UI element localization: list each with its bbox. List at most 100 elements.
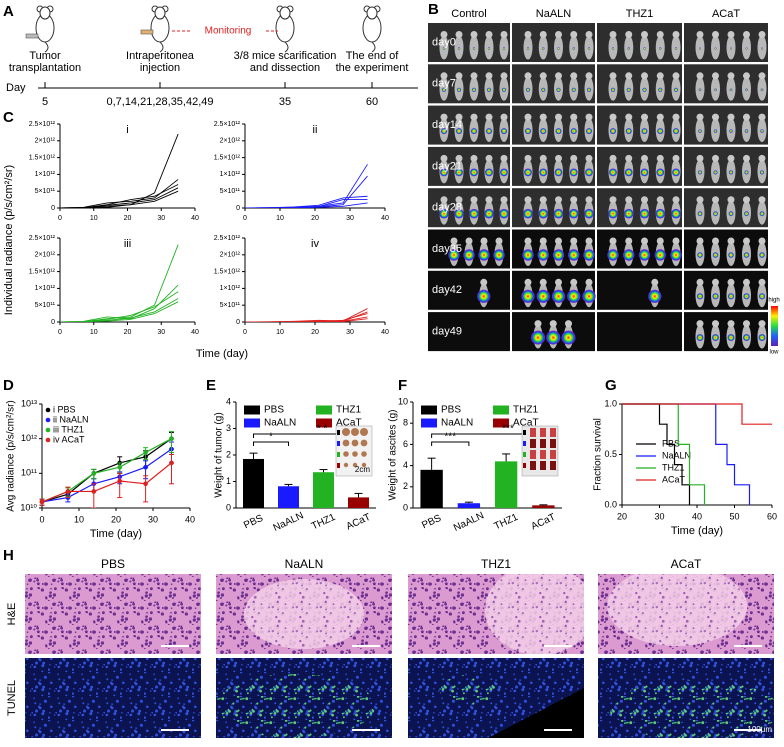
inset-tumor (343, 451, 349, 457)
legend-marker (45, 437, 51, 443)
mouse-icon (275, 5, 295, 53)
mouse-tail (44, 41, 49, 53)
bioluminescence (712, 334, 719, 342)
x-tick-label: 0 (243, 215, 247, 222)
mouse-image-head (455, 31, 463, 38)
bioluminescence (697, 252, 703, 258)
bioluminescence (556, 87, 561, 92)
mouse-image-head (465, 237, 473, 245)
y-tick-label: 1 (226, 476, 231, 486)
bioluminescence (623, 249, 635, 261)
bioluminescence (640, 168, 649, 177)
inset-tube (530, 428, 536, 437)
bioluminescence (493, 249, 505, 261)
bioluminescence (585, 168, 593, 177)
inset-tumor (361, 462, 367, 468)
bioluminescence (713, 129, 718, 133)
error-bar (169, 431, 174, 453)
inset-tube (550, 450, 556, 459)
bioluminescence (672, 168, 680, 177)
bioluminescence (696, 334, 704, 342)
mouse-image-head (485, 196, 493, 204)
subplot-label: iii (124, 238, 131, 250)
mouse-image-head (727, 154, 735, 162)
legend-label: PBS (441, 405, 461, 416)
x-tick-label: 30 (148, 514, 158, 524)
bioluminescence (743, 334, 750, 342)
subplot-label: ii (313, 124, 318, 136)
bioluminescence (641, 128, 648, 135)
bioluminescence (608, 208, 618, 219)
row-label: day7 (432, 78, 456, 90)
bioluminescence (638, 249, 651, 261)
legend-marker (45, 407, 51, 413)
x-tick-label: 20 (311, 329, 319, 336)
point (169, 436, 174, 441)
x-tick-label: 30 (654, 511, 664, 521)
mouse-image-head (656, 237, 664, 245)
bioluminescence (758, 334, 766, 342)
point (143, 464, 148, 470)
bioluminescence (609, 168, 617, 177)
mouse-image-head (712, 320, 719, 328)
series-line (244, 164, 368, 208)
bioluminescence (610, 128, 616, 135)
mouse-image-head (455, 196, 463, 204)
inset-tube (540, 461, 546, 470)
bioluminescence (448, 249, 460, 261)
bioluminescence (502, 47, 506, 50)
mouse-image-head (672, 237, 680, 245)
bioluminescence (657, 128, 664, 135)
necrotic-area (244, 579, 364, 649)
mouse-image-head (656, 113, 664, 121)
mouse-image-head (641, 72, 648, 80)
y-tick-label: 2.5×10¹² (214, 235, 241, 242)
x-tick-label: 20 (311, 215, 319, 222)
bioluminescence (727, 293, 735, 300)
panel-label: E (206, 377, 216, 394)
bioluminescence (570, 128, 577, 135)
bioluminescence (536, 289, 550, 303)
x-tick-label: 20 (124, 329, 132, 336)
mouse-image-head (570, 31, 578, 38)
bioluminescence (642, 87, 647, 92)
y-tick-label: 10¹² (21, 433, 37, 443)
bioluminescence (624, 168, 633, 177)
legend-swatch (493, 418, 509, 428)
inset-key (337, 452, 340, 457)
x-tick-label: 50 (729, 511, 739, 521)
legend-label: ACaT (513, 418, 539, 429)
bioluminescence (523, 208, 533, 219)
series-line (59, 291, 179, 322)
bioluminescence (698, 88, 702, 92)
mouse-image-head (672, 113, 680, 121)
mouse-image-head (539, 31, 547, 38)
bioluminescence (568, 249, 580, 261)
x-axis-label: Time (day) (196, 348, 248, 360)
error-bar (319, 469, 328, 473)
bioluminescence (654, 249, 666, 261)
mouse-image-head (524, 278, 532, 286)
mouse-image-head (609, 72, 617, 80)
tissue (25, 574, 201, 654)
bioluminescence (587, 47, 591, 50)
mouse-image-head (609, 113, 617, 121)
mouse-image-head (696, 113, 704, 121)
bioluminescence (586, 87, 592, 92)
y-tick-label: 10¹³ (21, 398, 37, 408)
inset-tumor (351, 428, 359, 436)
bioluminescence (546, 330, 561, 345)
y-axis-label: Weight of tumor (g) (214, 412, 225, 497)
bioluminescence (522, 249, 534, 261)
mouse-image-head (641, 237, 648, 245)
x-tick-label: 40 (381, 329, 389, 336)
mouse-image-head (470, 113, 478, 121)
inset-tumor (342, 439, 350, 447)
series-line (41, 448, 172, 503)
mouse-image-head (625, 196, 633, 204)
bioluminescence (744, 170, 749, 175)
mouse-image-head (524, 72, 532, 80)
legend-label: PBS (662, 438, 680, 448)
mouse-image-head (641, 196, 648, 204)
bioluminescence (557, 47, 560, 50)
